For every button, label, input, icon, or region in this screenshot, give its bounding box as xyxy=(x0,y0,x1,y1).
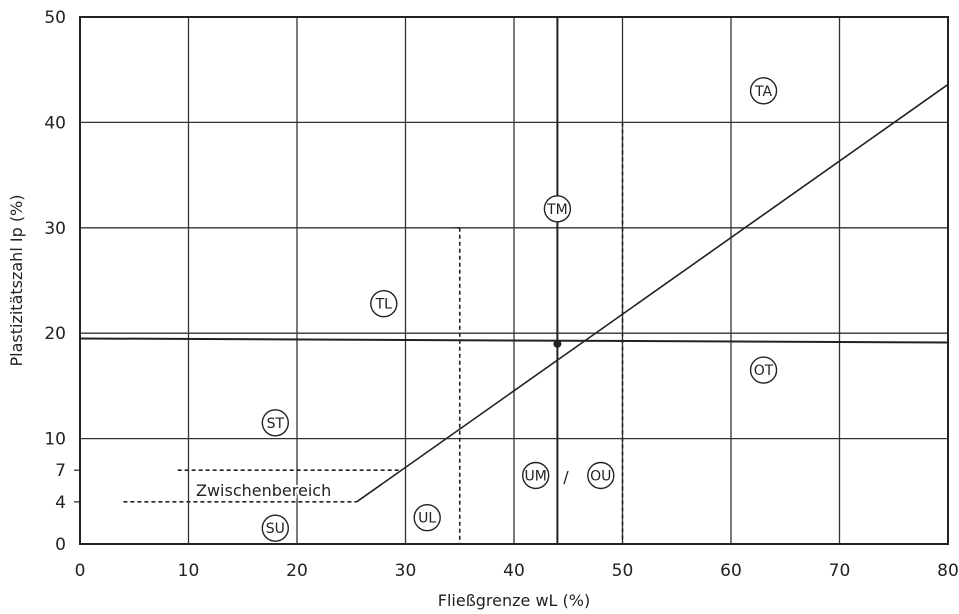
y-tick-label: 30 xyxy=(44,219,66,239)
zone-circle xyxy=(749,356,778,384)
x-tick-label: 60 xyxy=(720,561,742,581)
x-tick-label: 0 xyxy=(75,561,86,581)
zone-label-text: UL xyxy=(418,511,436,527)
x-tick-label: 10 xyxy=(178,561,200,581)
y-tick-labels: 0 4 7 10 20 30 40 50 xyxy=(44,8,66,555)
transition-zone-label: Zwischenbereich xyxy=(196,481,331,500)
y-tick-label: 7 xyxy=(55,461,66,481)
zone-um: UM xyxy=(522,461,550,490)
y-tick-label: 40 xyxy=(44,113,66,133)
x-tick-label: 30 xyxy=(395,561,417,581)
zone-label-text: SU xyxy=(266,521,285,537)
zone-circle xyxy=(749,77,778,105)
zone-label-text: OT xyxy=(754,363,774,379)
zone-ou: OU xyxy=(587,461,615,490)
zone-circle xyxy=(370,289,398,318)
a-line xyxy=(356,83,949,503)
zone-label-text: TM xyxy=(546,202,568,218)
zone-labels: TA TM TL OT ST UM OU UL SU xyxy=(261,77,778,542)
zone-label-text: ST xyxy=(267,416,285,432)
marker-line-horizontal xyxy=(79,337,949,344)
zone-circle xyxy=(261,409,289,437)
x-tick-label: 40 xyxy=(503,561,525,581)
x-tick-label: 80 xyxy=(937,561,959,581)
y-tick-label: 10 xyxy=(44,430,66,450)
zone-ot: OT xyxy=(749,356,778,384)
x-tick-label: 50 xyxy=(612,561,634,581)
x-tick-labels: 0 10 20 30 40 50 60 70 80 xyxy=(75,561,959,581)
zone-su: SU xyxy=(261,514,289,542)
y-tick-label: 4 xyxy=(55,493,66,513)
zone-st: ST xyxy=(261,409,289,437)
um-ou-separator: / xyxy=(563,467,569,486)
zone-circle xyxy=(261,514,289,542)
grid-lines xyxy=(74,17,948,544)
sample-point xyxy=(553,339,562,348)
zone-tl: TL xyxy=(370,289,398,318)
y-tick-label: 20 xyxy=(44,324,66,344)
zone-circle xyxy=(543,195,572,223)
zone-tm: TM xyxy=(543,195,572,223)
zone-label-text: UM xyxy=(525,468,547,484)
y-tick-label: 50 xyxy=(44,8,66,28)
zone-ul: UL xyxy=(413,503,441,532)
x-tick-label: 70 xyxy=(829,561,851,581)
zone-ta: TA xyxy=(749,77,778,105)
y-tick-label: 0 xyxy=(55,535,66,555)
y-axis-label: Plastizitätszahl Ip (%) xyxy=(7,194,26,366)
x-tick-label: 20 xyxy=(286,561,308,581)
zone-circle xyxy=(587,461,615,490)
plot-frame xyxy=(79,16,949,545)
zone-label-text: OU xyxy=(590,468,611,484)
zone-label-text: TL xyxy=(375,297,393,313)
zone-circle xyxy=(413,503,441,532)
zone-circle xyxy=(522,461,550,490)
zone-label-text: TA xyxy=(754,84,772,100)
boundary-lines xyxy=(79,17,949,544)
x-axis-label: Fließgrenze wL (%) xyxy=(438,591,590,610)
